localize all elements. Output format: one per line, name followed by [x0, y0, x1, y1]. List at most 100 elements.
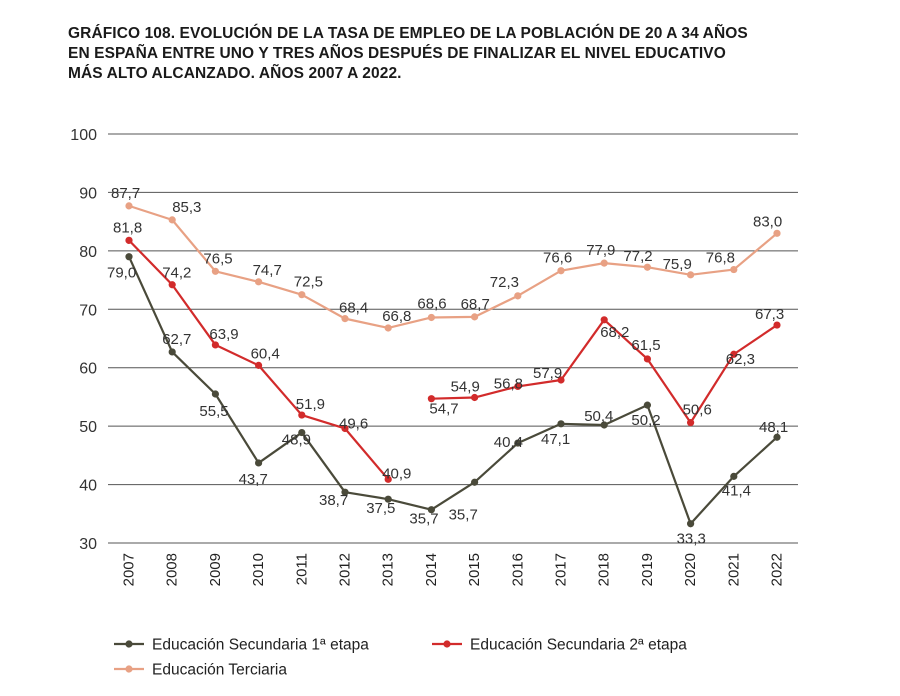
series-line — [128, 204, 778, 330]
data-label: 68,6 — [417, 295, 446, 312]
x-tick-label: 2020 — [682, 553, 699, 586]
data-point — [211, 390, 219, 398]
data-point — [384, 475, 392, 483]
data-label: 62,3 — [726, 351, 755, 368]
data-point — [514, 382, 522, 391]
data-point — [773, 229, 781, 237]
data-point — [298, 428, 306, 437]
legend-swatch-marker — [125, 640, 133, 648]
x-tick-label: 2021 — [725, 553, 742, 586]
data-label: 48,9 — [282, 432, 311, 449]
y-tick-label: 90 — [79, 185, 97, 202]
legend-label: Educación Secundaria 1ª etapa — [152, 637, 369, 654]
data-point — [643, 263, 652, 271]
data-point — [687, 520, 695, 528]
data-label: 60,4 — [251, 345, 280, 362]
data-label: 75,9 — [663, 256, 692, 273]
y-tick-label: 30 — [79, 536, 97, 553]
x-tick-label: 2013 — [380, 553, 397, 586]
data-label: 50,6 — [683, 402, 712, 419]
data-point — [687, 419, 695, 427]
x-tick-label: 2012 — [337, 553, 354, 586]
data-label: 66,8 — [382, 308, 411, 325]
data-label: 67,3 — [755, 306, 784, 323]
x-tick-label: 2011 — [293, 553, 310, 585]
data-point — [557, 267, 565, 275]
data-point — [600, 259, 608, 267]
data-label: 56,8 — [494, 375, 523, 392]
x-tick-label: 2019 — [639, 553, 656, 586]
data-point — [730, 350, 738, 358]
data-label: 41,4 — [722, 482, 751, 499]
data-label: 79,0 — [107, 265, 136, 282]
data-point — [384, 324, 392, 332]
data-point — [341, 424, 349, 433]
data-label: 51,9 — [296, 396, 325, 413]
chart-title: GRÁFICO 108. EVOLUCIÓN DE LA TASA DE EMP… — [68, 25, 748, 82]
data-label: 54,7 — [429, 401, 458, 418]
data-point — [471, 393, 479, 402]
data-label: 76,5 — [203, 250, 232, 267]
data-label: 35,7 — [409, 511, 438, 528]
data-point — [298, 411, 306, 419]
data-point — [168, 216, 176, 224]
data-point — [643, 401, 652, 409]
data-label: 74,7 — [253, 262, 282, 279]
data-label: 61,5 — [631, 337, 660, 354]
data-point — [471, 313, 479, 321]
data-label: 83,0 — [753, 213, 782, 230]
x-tick-label: 2018 — [596, 553, 613, 586]
y-tick-label: 60 — [79, 361, 97, 378]
y-tick-label: 80 — [79, 244, 97, 261]
data-label: 54,9 — [451, 378, 480, 395]
x-tick-label: 2015 — [466, 553, 483, 586]
data-label: 57,9 — [533, 365, 562, 382]
data-point — [125, 253, 133, 261]
data-point — [168, 281, 176, 289]
legend-swatch-marker — [443, 640, 451, 648]
x-tick-label: 2009 — [207, 553, 224, 586]
data-label: 76,8 — [706, 250, 735, 267]
data-point — [341, 315, 349, 323]
y-tick-label: 50 — [79, 419, 97, 436]
data-label: 40,4 — [494, 434, 523, 451]
data-point — [427, 506, 435, 514]
data-label: 81,8 — [113, 219, 142, 236]
data-point — [600, 316, 608, 324]
x-tick-label: 2016 — [509, 553, 526, 586]
x-tick-label: 2022 — [769, 553, 786, 586]
data-label: 85,3 — [172, 199, 201, 216]
legend-swatch-marker — [125, 665, 133, 673]
data-label: 49,6 — [339, 415, 368, 432]
data-point — [730, 265, 738, 274]
data-point — [427, 395, 435, 403]
data-point — [125, 236, 133, 244]
data-label: 77,9 — [586, 242, 615, 259]
data-point — [600, 421, 608, 429]
data-point — [471, 478, 479, 486]
data-point — [384, 495, 392, 503]
data-label: 72,3 — [490, 274, 519, 291]
legend-label: Educación Secundaria 2ª etapa — [470, 637, 687, 654]
data-point — [125, 202, 133, 210]
data-point — [168, 348, 176, 356]
x-tick-label: 2007 — [121, 553, 138, 586]
data-label: 62,7 — [162, 331, 191, 348]
data-point — [514, 292, 522, 300]
y-tick-label: 70 — [79, 302, 97, 319]
data-label: 74,2 — [162, 265, 191, 282]
data-point — [211, 341, 219, 349]
x-tick-label: 2008 — [164, 553, 181, 586]
data-point — [255, 459, 263, 467]
data-point — [514, 439, 522, 447]
data-point — [773, 433, 781, 441]
data-point — [255, 278, 263, 286]
data-point — [687, 271, 695, 279]
data-label: 68,4 — [339, 300, 368, 317]
data-label: 77,2 — [623, 248, 652, 265]
data-label: 68,7 — [461, 296, 490, 313]
data-label: 50,2 — [631, 412, 660, 429]
x-tick-label: 2014 — [423, 553, 440, 586]
data-label: 72,5 — [294, 274, 323, 291]
